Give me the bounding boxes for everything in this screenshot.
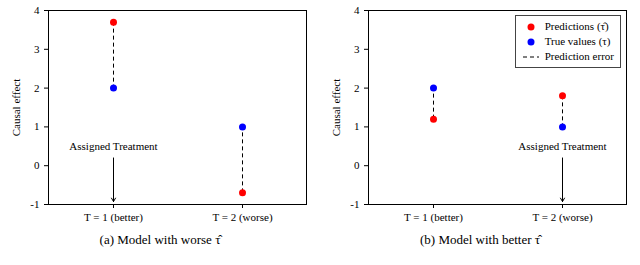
svg-text:Assigned Treatment: Assigned Treatment	[518, 140, 606, 152]
svg-text:1: 1	[34, 120, 40, 132]
svg-text:2: 2	[34, 82, 40, 94]
svg-text:0: 0	[354, 159, 360, 171]
svg-text:-1: -1	[350, 198, 359, 210]
svg-text:3: 3	[354, 43, 360, 55]
svg-text:2: 2	[354, 82, 360, 94]
html-text:Prediction error: Prediction error	[544, 50, 614, 62]
html-text:Predictions (τ̂): Predictions (τ̂)	[544, 20, 609, 32]
html-text:(a) Model with worse τ̂: (a) Model with worse τ̂	[99, 232, 221, 247]
svg-text:4: 4	[34, 4, 40, 16]
svg-text:-1: -1	[30, 198, 39, 210]
svg-text:T = 2 (worse): T = 2 (worse)	[212, 211, 272, 224]
svg-text:Causal effect: Causal effect	[10, 79, 22, 137]
svg-text:Assigned Treatment: Assigned Treatment	[69, 140, 157, 152]
svg-text:3: 3	[34, 43, 40, 55]
svg-text:0: 0	[34, 159, 40, 171]
svg-text:T = 2 (worse): T = 2 (worse)	[532, 211, 592, 224]
svg-text:T = 1 (better): T = 1 (better)	[404, 211, 463, 224]
svg-text:1: 1	[354, 120, 360, 132]
svg-text:4: 4	[354, 4, 360, 16]
svg-text:Causal effect: Causal effect	[330, 79, 342, 137]
html-text:True values (τ): True values (τ)	[544, 35, 611, 47]
svg-text:T = 1 (better): T = 1 (better)	[84, 211, 143, 224]
html-text:(b) Model with better τ̂: (b) Model with better τ̂	[420, 232, 540, 247]
